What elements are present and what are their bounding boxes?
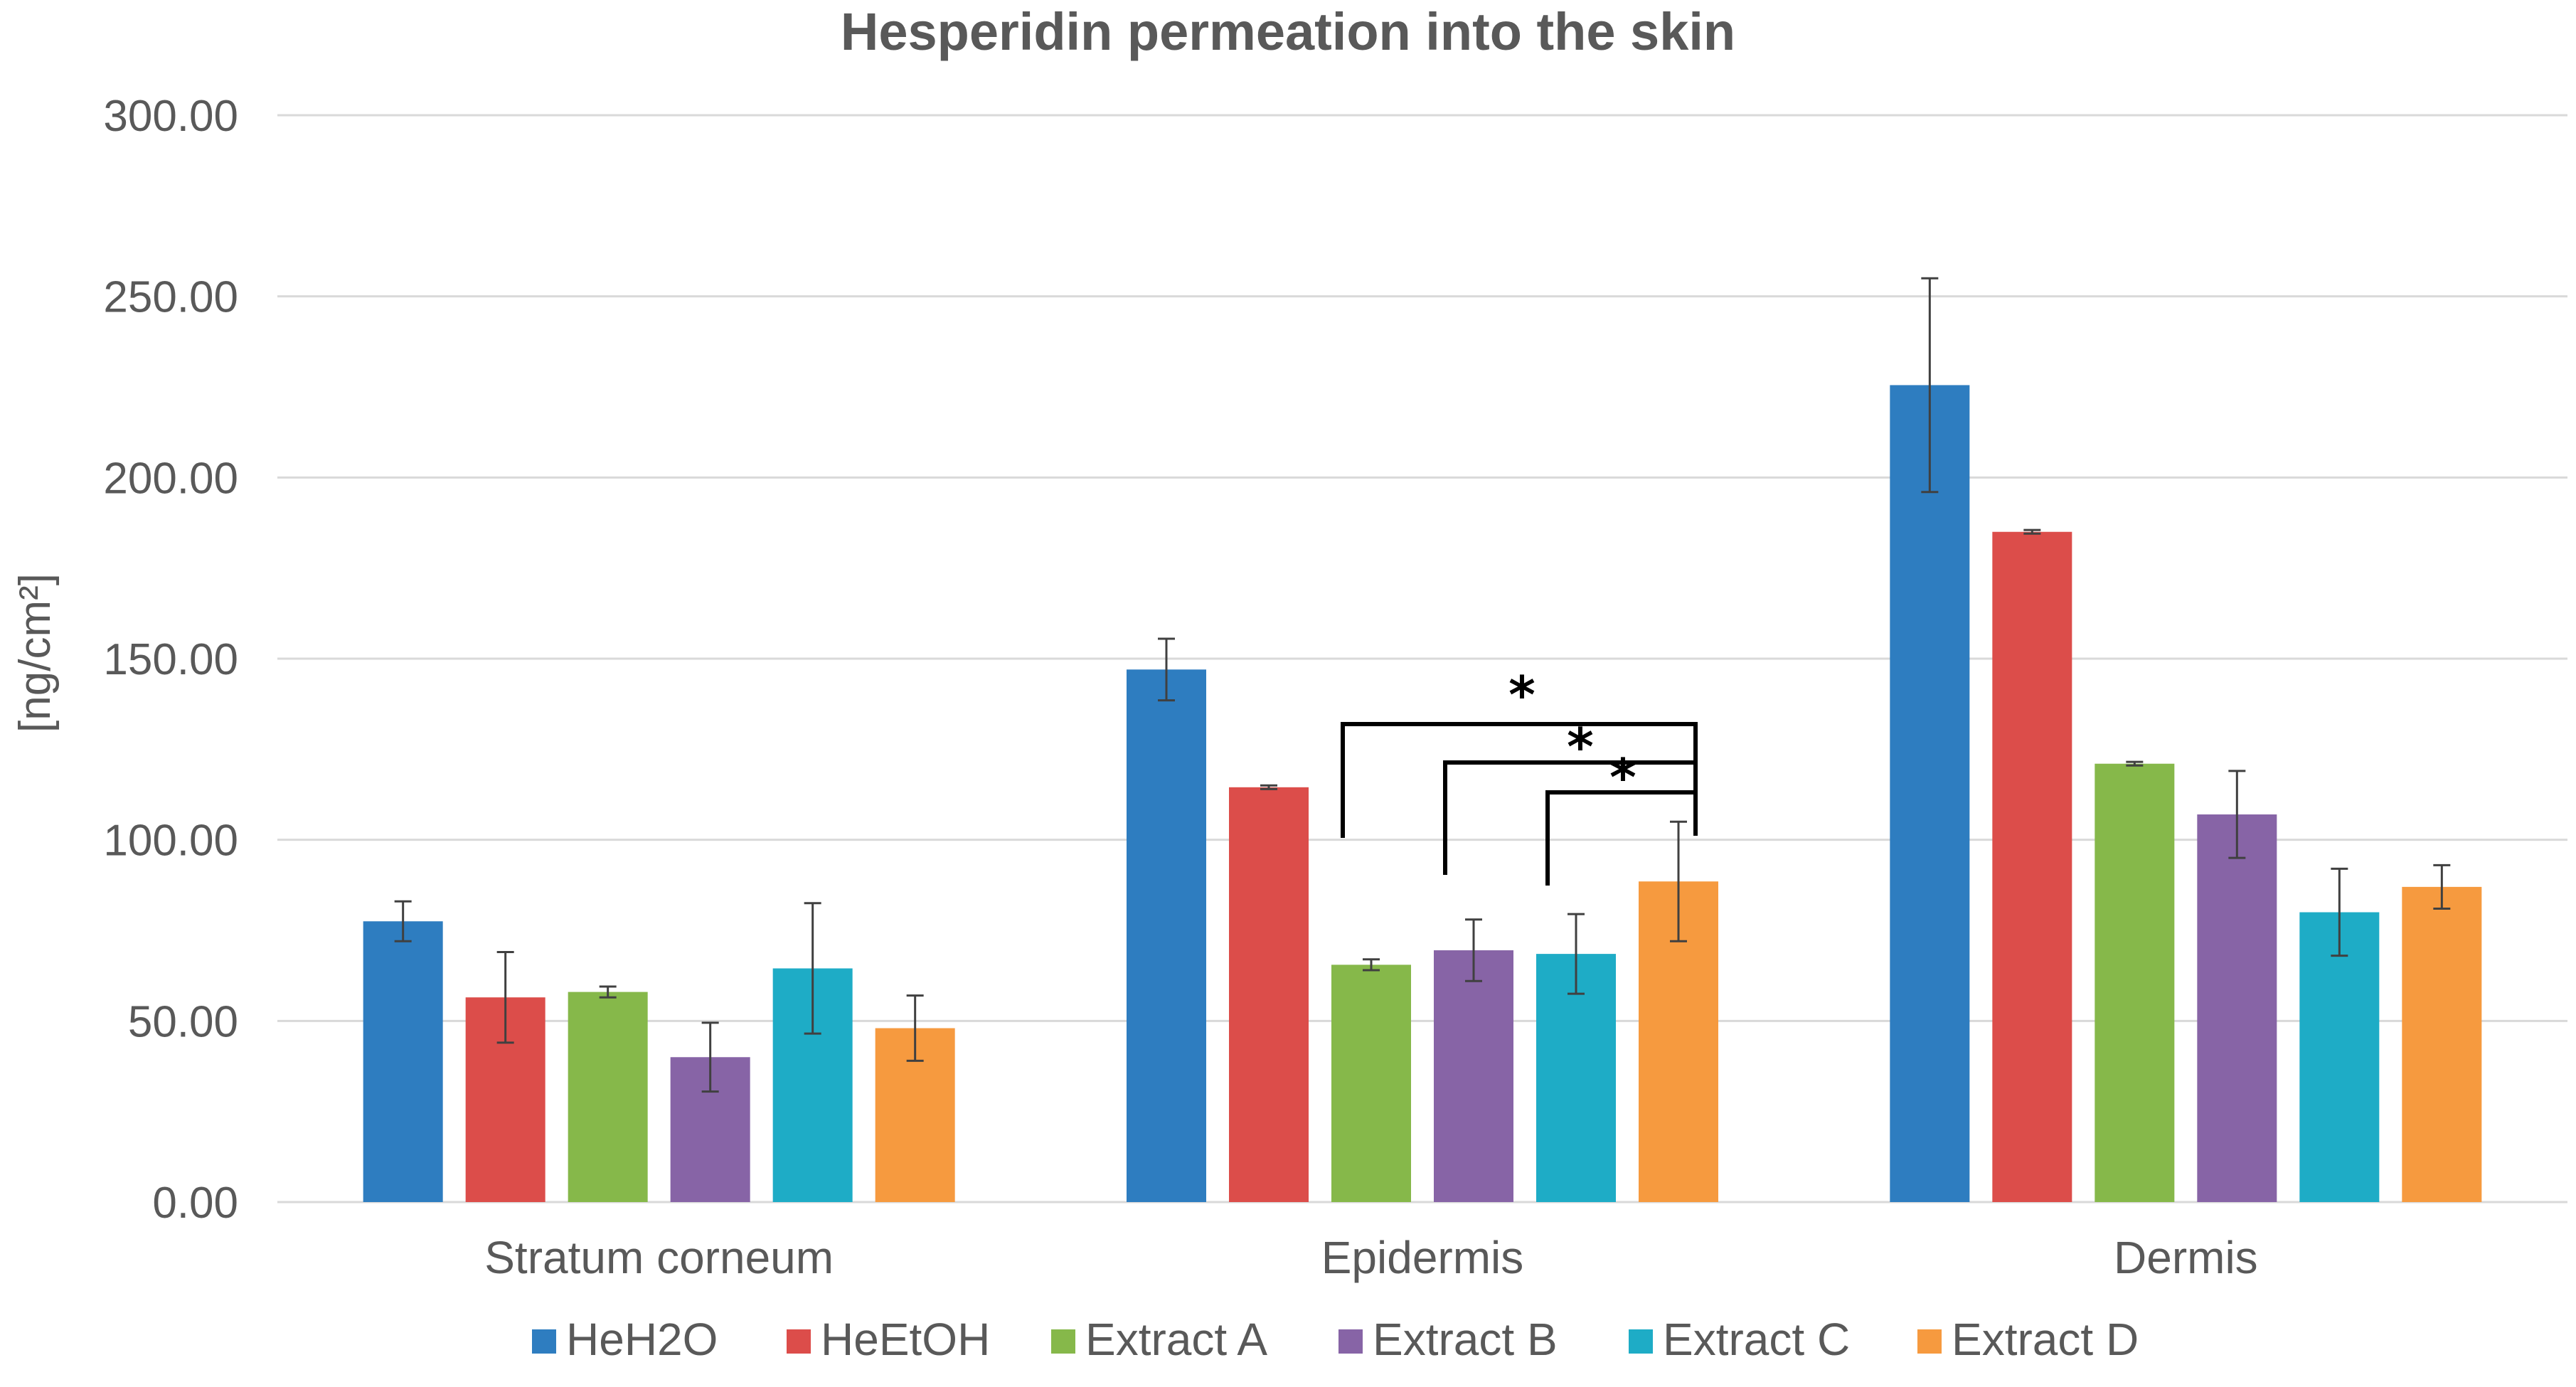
category-label: Dermis (2114, 1232, 2258, 1283)
y-tick-label: 300.00 (103, 92, 238, 141)
category-label: Epidermis (1321, 1232, 1524, 1283)
legend-swatch (787, 1329, 811, 1354)
y-tick-label: 0.00 (152, 1179, 238, 1228)
bar-extract-c-1 (1536, 954, 1616, 1202)
significance-bracket: * (1341, 665, 1698, 838)
significance-star: * (1609, 748, 1636, 807)
error-bar (701, 1021, 719, 1093)
error-bar (2228, 770, 2246, 859)
legend-label: Extract A (1085, 1314, 1267, 1365)
legend-item: Extract A (1051, 1314, 1267, 1365)
y-axis-label: [ng/cm²] (11, 573, 60, 733)
error-bar (599, 985, 617, 999)
legend-item: HeEtOH (787, 1314, 990, 1365)
bar-heetoh-1 (1229, 787, 1309, 1202)
legend-label: Extract B (1373, 1314, 1558, 1365)
bar-heh2o-0 (363, 921, 443, 1202)
legend-label: Extract C (1663, 1314, 1850, 1365)
error-bar (1158, 637, 1175, 702)
significance-brackets: * * * (1341, 665, 1698, 886)
bar-heh2o-1 (1127, 669, 1206, 1202)
error-bar (1465, 918, 1482, 982)
bar-extract-d-2 (2402, 886, 2482, 1202)
x-axis-categories: Stratum corneum Epidermis Dermis (484, 1232, 2257, 1283)
error-bar (804, 902, 821, 1035)
bar-extract-a-0 (568, 992, 648, 1202)
legend: HeH2O HeEtOH Extract A Extract B Extract C Ex… (532, 1314, 2139, 1365)
bar-heh2o-2 (1890, 385, 1970, 1202)
error-bars (394, 277, 2451, 1093)
gridlines (277, 114, 2567, 1203)
legend-swatch (1629, 1329, 1653, 1354)
significance-bracket: * (1545, 748, 1698, 886)
bar-extract-b-1 (1434, 950, 1513, 1202)
legend-swatch (1051, 1329, 1075, 1354)
error-bar (394, 900, 412, 942)
legend-swatch (1338, 1329, 1363, 1354)
y-tick-label: 200.00 (103, 454, 238, 503)
legend-label: HeH2O (566, 1314, 718, 1365)
bars (363, 385, 2482, 1202)
significance-star: * (1567, 717, 1594, 777)
error-bar (1921, 277, 1939, 494)
bar-extract-a-2 (2095, 763, 2175, 1202)
error-bar (1260, 784, 1277, 790)
y-axis-ticks: 0.00 50.00 100.00 150.00 200.00 250.00 300.00 (103, 92, 238, 1228)
bar-extract-b-2 (2197, 814, 2277, 1202)
legend-item: HeH2O (532, 1314, 718, 1365)
y-tick-label: 250.00 (103, 273, 238, 322)
error-bar (1363, 958, 1380, 972)
error-bar (2126, 760, 2144, 767)
error-bar (906, 994, 924, 1062)
bar-extract-c-2 (2299, 912, 2380, 1202)
error-bar (2331, 867, 2348, 957)
chart-title: Hesperidin permeation into the skin (841, 2, 1735, 61)
legend-item: Extract C (1629, 1314, 1850, 1365)
legend-item: Extract B (1338, 1314, 1558, 1365)
bar-extract-a-1 (1331, 964, 1411, 1202)
y-tick-label: 150.00 (103, 635, 238, 684)
error-bar (2433, 863, 2451, 910)
error-bar (1670, 820, 1687, 942)
legend-item: Extract D (1917, 1314, 2139, 1365)
y-tick-label: 100.00 (103, 817, 238, 866)
error-bar (2023, 528, 2041, 535)
legend-swatch (532, 1329, 556, 1354)
error-bar (1568, 913, 1585, 995)
bar-heetoh-2 (1992, 531, 2072, 1202)
error-bar (496, 951, 514, 1044)
legend-label: Extract D (1952, 1314, 2139, 1365)
legend-swatch (1917, 1329, 1942, 1354)
legend-label: HeEtOH (821, 1314, 990, 1365)
significance-bracket: * (1443, 717, 1698, 875)
significance-star: * (1508, 665, 1536, 725)
y-tick-label: 50.00 (128, 997, 238, 1046)
category-label: Stratum corneum (484, 1232, 834, 1283)
